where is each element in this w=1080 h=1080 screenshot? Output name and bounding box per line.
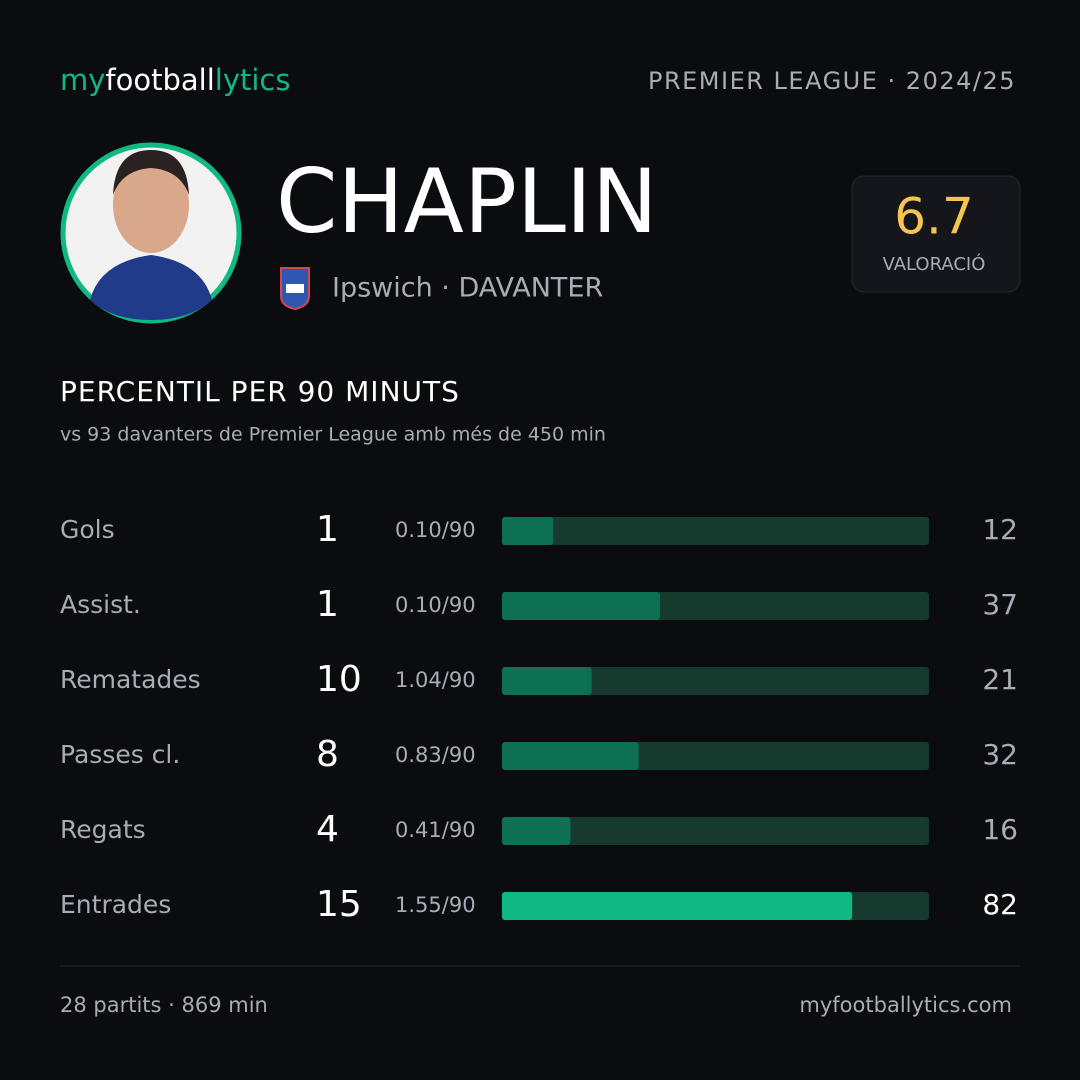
stat-label: Passes cl. [60,740,180,769]
brand-part: football [105,63,214,97]
bar [502,592,660,620]
stat-per90: 1.55/90 [395,893,476,917]
team-position: Ipswich · DAVANTER [332,273,603,304]
stat-label: Regats [60,815,146,844]
bar [502,892,853,920]
stat-per90: 0.83/90 [395,743,476,767]
bar [502,517,554,545]
footer-stats: 28 partits · 869 min [60,993,268,1017]
stat-total: 4 [316,809,339,850]
stat-total: 8 [316,734,339,775]
bar [502,667,592,695]
section-title: PERCENTIL PER 90 MINUTS [60,375,460,408]
league: PREMIER LEAGUE · 2024/25 [648,67,1016,95]
stat-per90: 0.10/90 [395,518,476,542]
bar [502,817,571,845]
footer-site: myfootballytics.com [799,993,1012,1017]
stat-label: Gols [60,515,115,544]
bar-track [502,517,929,545]
rating-label: VALORACIÓ [883,253,986,275]
percentile: 12 [982,513,1018,546]
stat-per90: 0.41/90 [395,818,476,842]
stat-label: Assist. [60,590,141,619]
stat-total: 10 [316,659,362,700]
rating: 6.7 [894,188,974,246]
stat-total: 1 [316,584,339,625]
stat-label: Rematades [60,665,201,694]
bar [502,742,639,770]
club-badge [280,267,310,311]
brand-part: lytics [215,63,291,97]
percentile: 82 [982,888,1018,921]
stat-total: 15 [316,884,362,925]
brand: myfootballlytics [60,63,290,97]
rating-box [851,175,1021,293]
brand-part: my [60,63,105,97]
stat-per90: 0.10/90 [395,593,476,617]
percentile: 32 [982,738,1018,771]
section-subtitle: vs 93 davanters de Premier League amb mé… [60,424,606,446]
percentile: 21 [982,663,1018,696]
bar-track [502,667,929,695]
stat-label: Entrades [60,890,171,919]
player-name: CHAPLIN [276,150,658,253]
percentile: 16 [982,813,1018,846]
bar-track [502,817,929,845]
percentile: 37 [982,588,1018,621]
stat-total: 1 [316,509,339,550]
stat-rows: Gols 1 0.10/90 12 Assist. 1 0.10/90 37 Rematades… [60,509,1018,925]
stat-per90: 1.04/90 [395,668,476,692]
avatar [60,142,242,324]
